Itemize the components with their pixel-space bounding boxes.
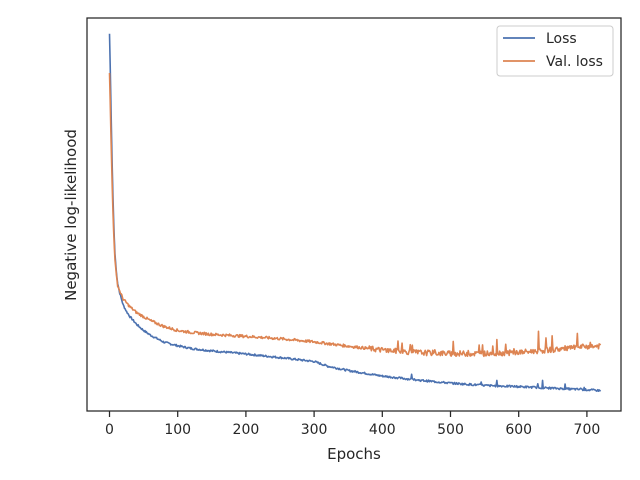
series-layer — [108, 33, 602, 393]
plot-area — [87, 18, 621, 411]
x-tick-label: 700 — [574, 422, 601, 438]
x-tick-label: 500 — [437, 422, 464, 438]
legend-label-loss: Loss — [546, 31, 577, 47]
y-axis-label: Negative log-likelihood — [62, 129, 80, 301]
x-tick-label: 300 — [301, 422, 328, 438]
x-tick-label: 200 — [233, 422, 260, 438]
x-axis-label: Epochs — [327, 445, 381, 463]
series-line-loss — [108, 33, 602, 393]
series-line-val-loss — [108, 73, 602, 358]
plot-background — [87, 18, 621, 411]
x-tick-label: 0 — [105, 422, 114, 438]
legend: Loss Val. loss — [496, 25, 614, 77]
legend-label-val-loss: Val. loss — [546, 54, 603, 70]
x-tick-label: 400 — [369, 422, 396, 438]
x-tick-label: 600 — [505, 422, 532, 438]
x-axis: 0 100 200 300 400 500 600 700 — [105, 411, 600, 438]
plot-frame — [86, 17, 622, 412]
x-tick-label: 100 — [164, 422, 191, 438]
